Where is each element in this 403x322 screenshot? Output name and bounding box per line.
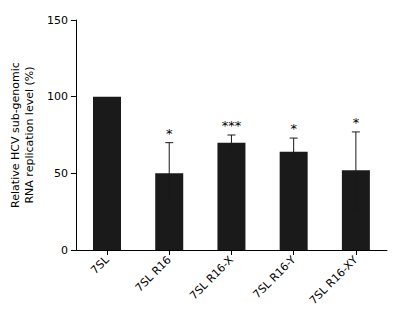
svg-text:0: 0 [61,244,68,257]
svg-text:100: 100 [47,90,68,103]
svg-text:*: * [166,126,173,141]
svg-text:7SL R16-XY: 7SL R16-XY [307,253,361,307]
svg-text:7SL R16-Y: 7SL R16-Y [250,253,298,301]
svg-text:150: 150 [47,14,68,27]
svg-text:7SL R16-X: 7SL R16-X [187,253,236,302]
svg-text:RNA replication level (%): RNA replication level (%) [23,66,36,203]
svg-text:*: * [290,121,297,136]
svg-text:7SL: 7SL [88,253,112,277]
svg-text:*: * [353,115,360,130]
svg-text:Relative HCV sub-genomic: Relative HCV sub-genomic [9,62,22,208]
svg-text:50: 50 [54,167,68,180]
svg-text:7SL R16: 7SL R16 [133,253,174,294]
svg-text:***: *** [222,118,242,133]
